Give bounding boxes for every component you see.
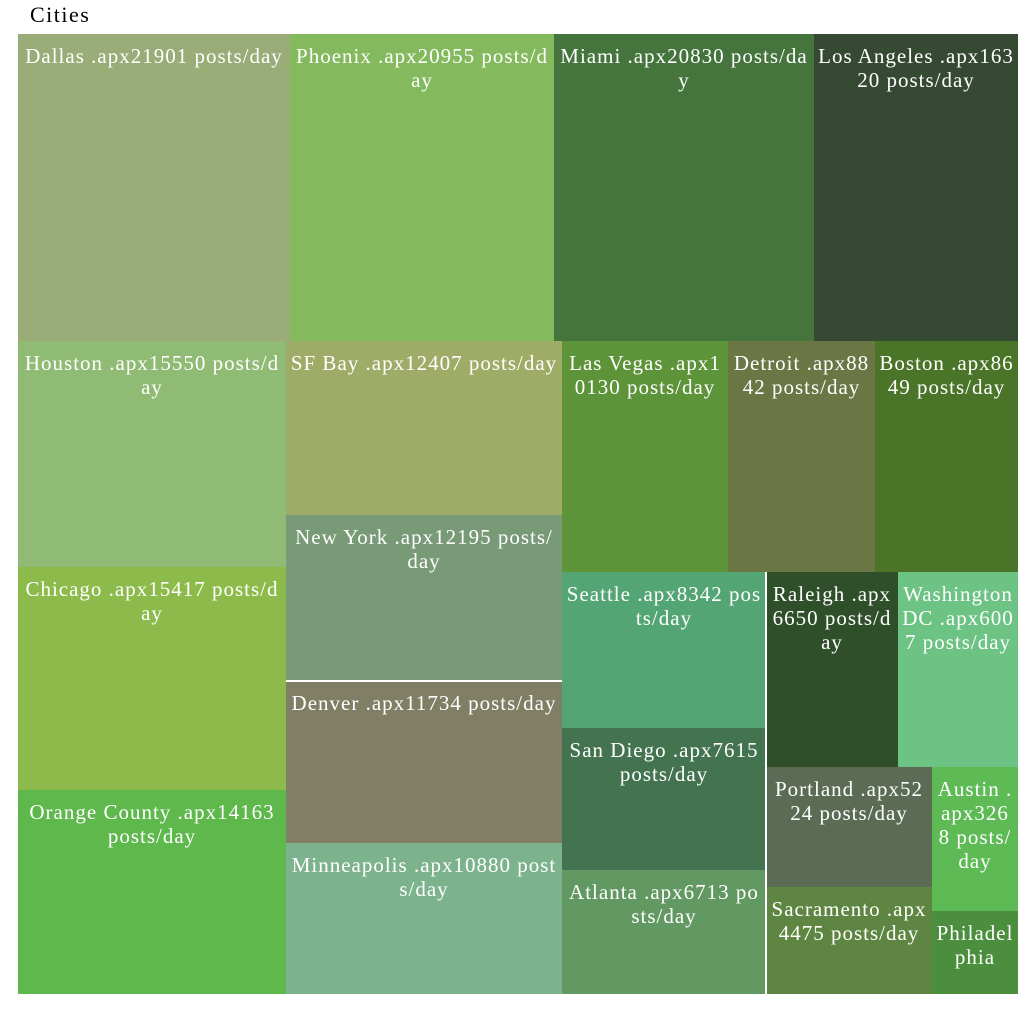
treemap-tile-label: Raleigh .apx6650 posts/day — [772, 582, 892, 654]
treemap-tile-new-york: New York .apx12195 posts/day — [286, 515, 562, 681]
treemap-tile-label: Los Angeles .apx16320 posts/day — [818, 44, 1014, 92]
treemap-tile-label: Minneapolis .apx10880 posts/day — [291, 853, 557, 901]
treemap-tile-label: SF Bay .apx12407 posts/day — [290, 351, 558, 375]
treemap-tile-label: San Diego .apx7615 posts/day — [569, 738, 759, 786]
tile-separator — [286, 680, 562, 682]
treemap-tile-label: Sacramento .apx4475 posts/day — [771, 897, 927, 945]
treemap-tile-label: Detroit .apx8842 posts/day — [733, 351, 870, 399]
treemap-tile-label: Chicago .apx15417 posts/day — [25, 577, 279, 625]
treemap-tile-washington-dc: Washington DC .apx6007 posts/day — [898, 572, 1018, 767]
treemap-tile-label: Philadelphia — [936, 921, 1014, 969]
treemap-tile-label: Orange County .apx14163 posts/day — [29, 800, 275, 848]
treemap-tile-label: Boston .apx8649 posts/day — [879, 351, 1014, 399]
treemap-tile-houston: Houston .apx15550 posts/day — [18, 341, 286, 567]
treemap-tile-label: Austin .apx3268 posts/day — [937, 777, 1013, 873]
treemap-tile-san-diego: San Diego .apx7615 posts/day — [562, 728, 766, 870]
treemap-tile-chicago: Chicago .apx15417 posts/day — [18, 567, 286, 790]
treemap-tile-label: Houston .apx15550 posts/day — [24, 351, 280, 399]
treemap-tile-boston: Boston .apx8649 posts/day — [875, 341, 1018, 572]
treemap-tile-philadelphia: Philadelphia — [932, 911, 1018, 994]
treemap-tile-label: Atlanta .apx6713 posts/day — [569, 880, 759, 928]
treemap-tile-denver: Denver .apx11734 posts/day — [286, 681, 562, 843]
treemap-tile-portland: Portland .apx5224 posts/day — [766, 767, 932, 887]
treemap-tile-phoenix: Phoenix .apx20955 posts/day — [290, 34, 554, 341]
treemap-tile-label: Portland .apx5224 posts/day — [775, 777, 923, 825]
treemap-tile-raleigh: Raleigh .apx6650 posts/day — [766, 572, 898, 767]
tile-separator — [765, 572, 767, 994]
chart-title: Cities — [30, 2, 91, 27]
treemap-tile-label: New York .apx12195 posts/day — [295, 525, 553, 573]
treemap-tile-sacramento: Sacramento .apx4475 posts/day — [766, 887, 932, 994]
treemap-tile-sf-bay: SF Bay .apx12407 posts/day — [286, 341, 562, 515]
treemap-tile-las-vegas: Las Vegas .apx10130 posts/day — [562, 341, 728, 572]
treemap-tile-label: Phoenix .apx20955 posts/day — [296, 44, 548, 92]
treemap-tile-detroit: Detroit .apx8842 posts/day — [728, 341, 875, 572]
treemap-tile-los-angeles: Los Angeles .apx16320 posts/day — [814, 34, 1018, 341]
treemap-tile-label: Miami .apx20830 posts/day — [560, 44, 808, 92]
treemap-tile-austin: Austin .apx3268 posts/day — [932, 767, 1018, 911]
treemap-tile-label: Dallas .apx21901 posts/day — [25, 44, 283, 68]
treemap-tile-label: Denver .apx11734 posts/day — [291, 691, 557, 715]
treemap-tile-seattle: Seattle .apx8342 posts/day — [562, 572, 766, 728]
treemap-tile-atlanta: Atlanta .apx6713 posts/day — [562, 870, 766, 994]
treemap-tile-label: Washington DC .apx6007 posts/day — [902, 582, 1014, 654]
treemap-tile-label: Seattle .apx8342 posts/day — [566, 582, 762, 630]
treemap-tile-miami: Miami .apx20830 posts/day — [554, 34, 814, 341]
treemap-tile-orange-county: Orange County .apx14163 posts/day — [18, 790, 286, 994]
treemap-tile-minneapolis: Minneapolis .apx10880 posts/day — [286, 843, 562, 994]
treemap-tile-dallas: Dallas .apx21901 posts/day — [18, 34, 290, 341]
treemap-tile-label: Las Vegas .apx10130 posts/day — [569, 351, 721, 399]
